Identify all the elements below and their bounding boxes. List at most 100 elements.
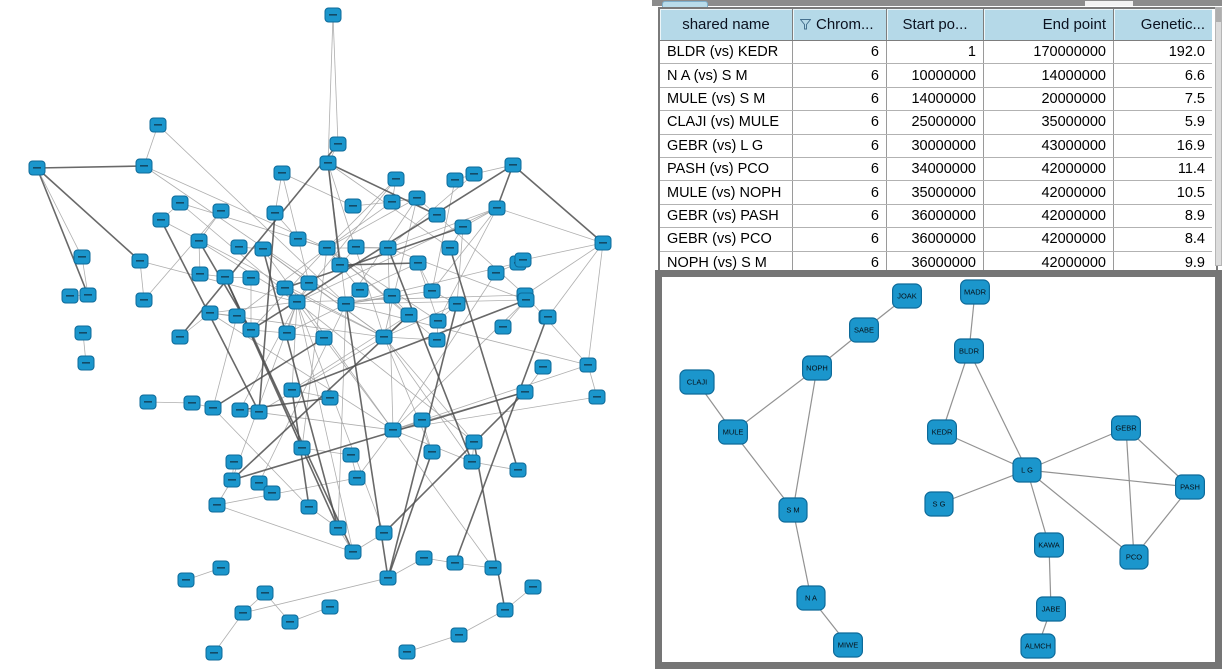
node-kedr[interactable]: KEDR [927, 419, 958, 445]
graph-node[interactable] [351, 282, 369, 298]
graph-node[interactable] [446, 172, 464, 188]
graph-node[interactable] [446, 555, 464, 571]
graph-node[interactable] [488, 200, 506, 216]
graph-node[interactable] [230, 239, 248, 255]
node-sabe[interactable]: SABE [849, 317, 880, 343]
graph-node[interactable] [441, 240, 459, 256]
graph-node[interactable] [524, 579, 542, 595]
graph-node[interactable] [183, 395, 201, 411]
graph-node[interactable] [347, 239, 365, 255]
graph-node[interactable] [448, 296, 466, 312]
graph-node[interactable] [293, 440, 311, 456]
graph-node[interactable] [256, 585, 274, 601]
graph-node[interactable] [205, 645, 223, 661]
graph-node[interactable] [135, 158, 153, 174]
node-pash[interactable]: PASH [1174, 474, 1205, 500]
graph-node[interactable] [375, 525, 393, 541]
scrollbar-thumb[interactable] [1216, 8, 1221, 22]
graph-node[interactable] [276, 280, 294, 296]
graph-node[interactable] [204, 400, 222, 416]
graph-node[interactable] [171, 195, 189, 211]
dense-network-canvas[interactable] [0, 0, 652, 669]
graph-node[interactable] [348, 470, 366, 486]
graph-node[interactable] [517, 292, 535, 308]
graph-node[interactable] [288, 294, 306, 310]
graph-node[interactable] [579, 357, 597, 373]
table-row[interactable]: CLAJI (vs) MULE 6 25000000 35000000 5.9 [660, 111, 1212, 135]
graph-node[interactable] [539, 309, 557, 325]
graph-node[interactable] [177, 572, 195, 588]
graph-node[interactable] [514, 252, 532, 268]
graph-node[interactable] [190, 233, 208, 249]
graph-node[interactable] [171, 329, 189, 345]
node-l-g[interactable]: L G [1012, 457, 1042, 483]
graph-node[interactable] [337, 296, 355, 312]
graph-node[interactable] [344, 198, 362, 214]
node-madr[interactable]: MADR [960, 279, 991, 305]
graph-node[interactable] [463, 454, 481, 470]
table-row[interactable]: N A (vs) S M 6 10000000 14000000 6.6 [660, 64, 1212, 88]
node-mule[interactable]: MULE [717, 419, 748, 445]
panel-tab-fragment[interactable] [662, 1, 708, 7]
graph-node[interactable] [289, 231, 307, 247]
node-jabe[interactable]: JABE [1036, 596, 1067, 622]
graph-node[interactable] [324, 7, 342, 23]
graph-node[interactable] [73, 249, 91, 265]
graph-node[interactable] [509, 462, 527, 478]
table-row[interactable]: GEBR (vs) PASH 6 36000000 42000000 8.9 [660, 204, 1212, 229]
graph-node[interactable] [344, 544, 362, 560]
graph-node[interactable] [242, 270, 260, 286]
graph-node[interactable] [534, 359, 552, 375]
graph-node[interactable] [408, 190, 426, 206]
graph-node[interactable] [131, 253, 149, 269]
graph-node[interactable] [228, 308, 246, 324]
graph-node[interactable] [379, 240, 397, 256]
graph-node[interactable] [383, 194, 401, 210]
graph-node[interactable] [191, 266, 209, 282]
graph-node[interactable] [429, 313, 447, 329]
graph-node[interactable] [428, 332, 446, 348]
graph-node[interactable] [263, 485, 281, 501]
graph-node[interactable] [201, 305, 219, 321]
graph-node[interactable] [250, 404, 268, 420]
graph-node[interactable] [300, 275, 318, 291]
graph-node[interactable] [278, 325, 296, 341]
graph-node[interactable] [398, 644, 416, 660]
table-row[interactable]: MULE (vs) NOPH 6 35000000 42000000 10.5 [660, 181, 1212, 205]
graph-node[interactable] [504, 157, 522, 173]
graph-node[interactable] [318, 240, 336, 256]
graph-node[interactable] [321, 390, 339, 406]
table-row[interactable]: GEBR (vs) PCO 6 36000000 42000000 8.4 [660, 228, 1212, 252]
graph-node[interactable] [409, 255, 427, 271]
table-vertical-scrollbar[interactable] [1215, 7, 1222, 266]
graph-node[interactable] [487, 265, 505, 281]
graph-node[interactable] [454, 219, 472, 235]
graph-node[interactable] [423, 283, 441, 299]
graph-node[interactable] [212, 560, 230, 576]
graph-node[interactable] [79, 287, 97, 303]
graph-node[interactable] [415, 550, 433, 566]
graph-node[interactable] [273, 165, 291, 181]
graph-node[interactable] [242, 322, 260, 338]
graph-node[interactable] [342, 447, 360, 463]
graph-node[interactable] [383, 288, 401, 304]
graph-node[interactable] [329, 136, 347, 152]
graph-node[interactable] [400, 307, 418, 323]
column-header-end-point[interactable]: End point [984, 9, 1114, 41]
column-header-shared-name[interactable]: shared name [660, 9, 793, 41]
graph-node[interactable] [379, 570, 397, 586]
graph-node[interactable] [149, 117, 167, 133]
graph-node[interactable] [281, 614, 299, 630]
node-kawa[interactable]: KAWA [1034, 532, 1065, 558]
graph-node[interactable] [516, 384, 534, 400]
graph-node[interactable] [139, 394, 157, 410]
node-s-g[interactable]: S G [924, 491, 954, 517]
graph-node[interactable] [250, 475, 268, 491]
graph-node[interactable] [321, 599, 339, 615]
graph-node[interactable] [423, 444, 441, 460]
filtered-network-canvas[interactable]: JOAK MADR SABE BLDR NOPH CLAJI MULE KEDR GEBR L G… [662, 277, 1215, 662]
table-row[interactable]: BLDR (vs) KEDR 6 1 170000000 192.0 [660, 41, 1212, 65]
graph-node[interactable] [331, 257, 349, 273]
graph-node[interactable] [413, 412, 431, 428]
graph-node[interactable] [387, 171, 405, 187]
